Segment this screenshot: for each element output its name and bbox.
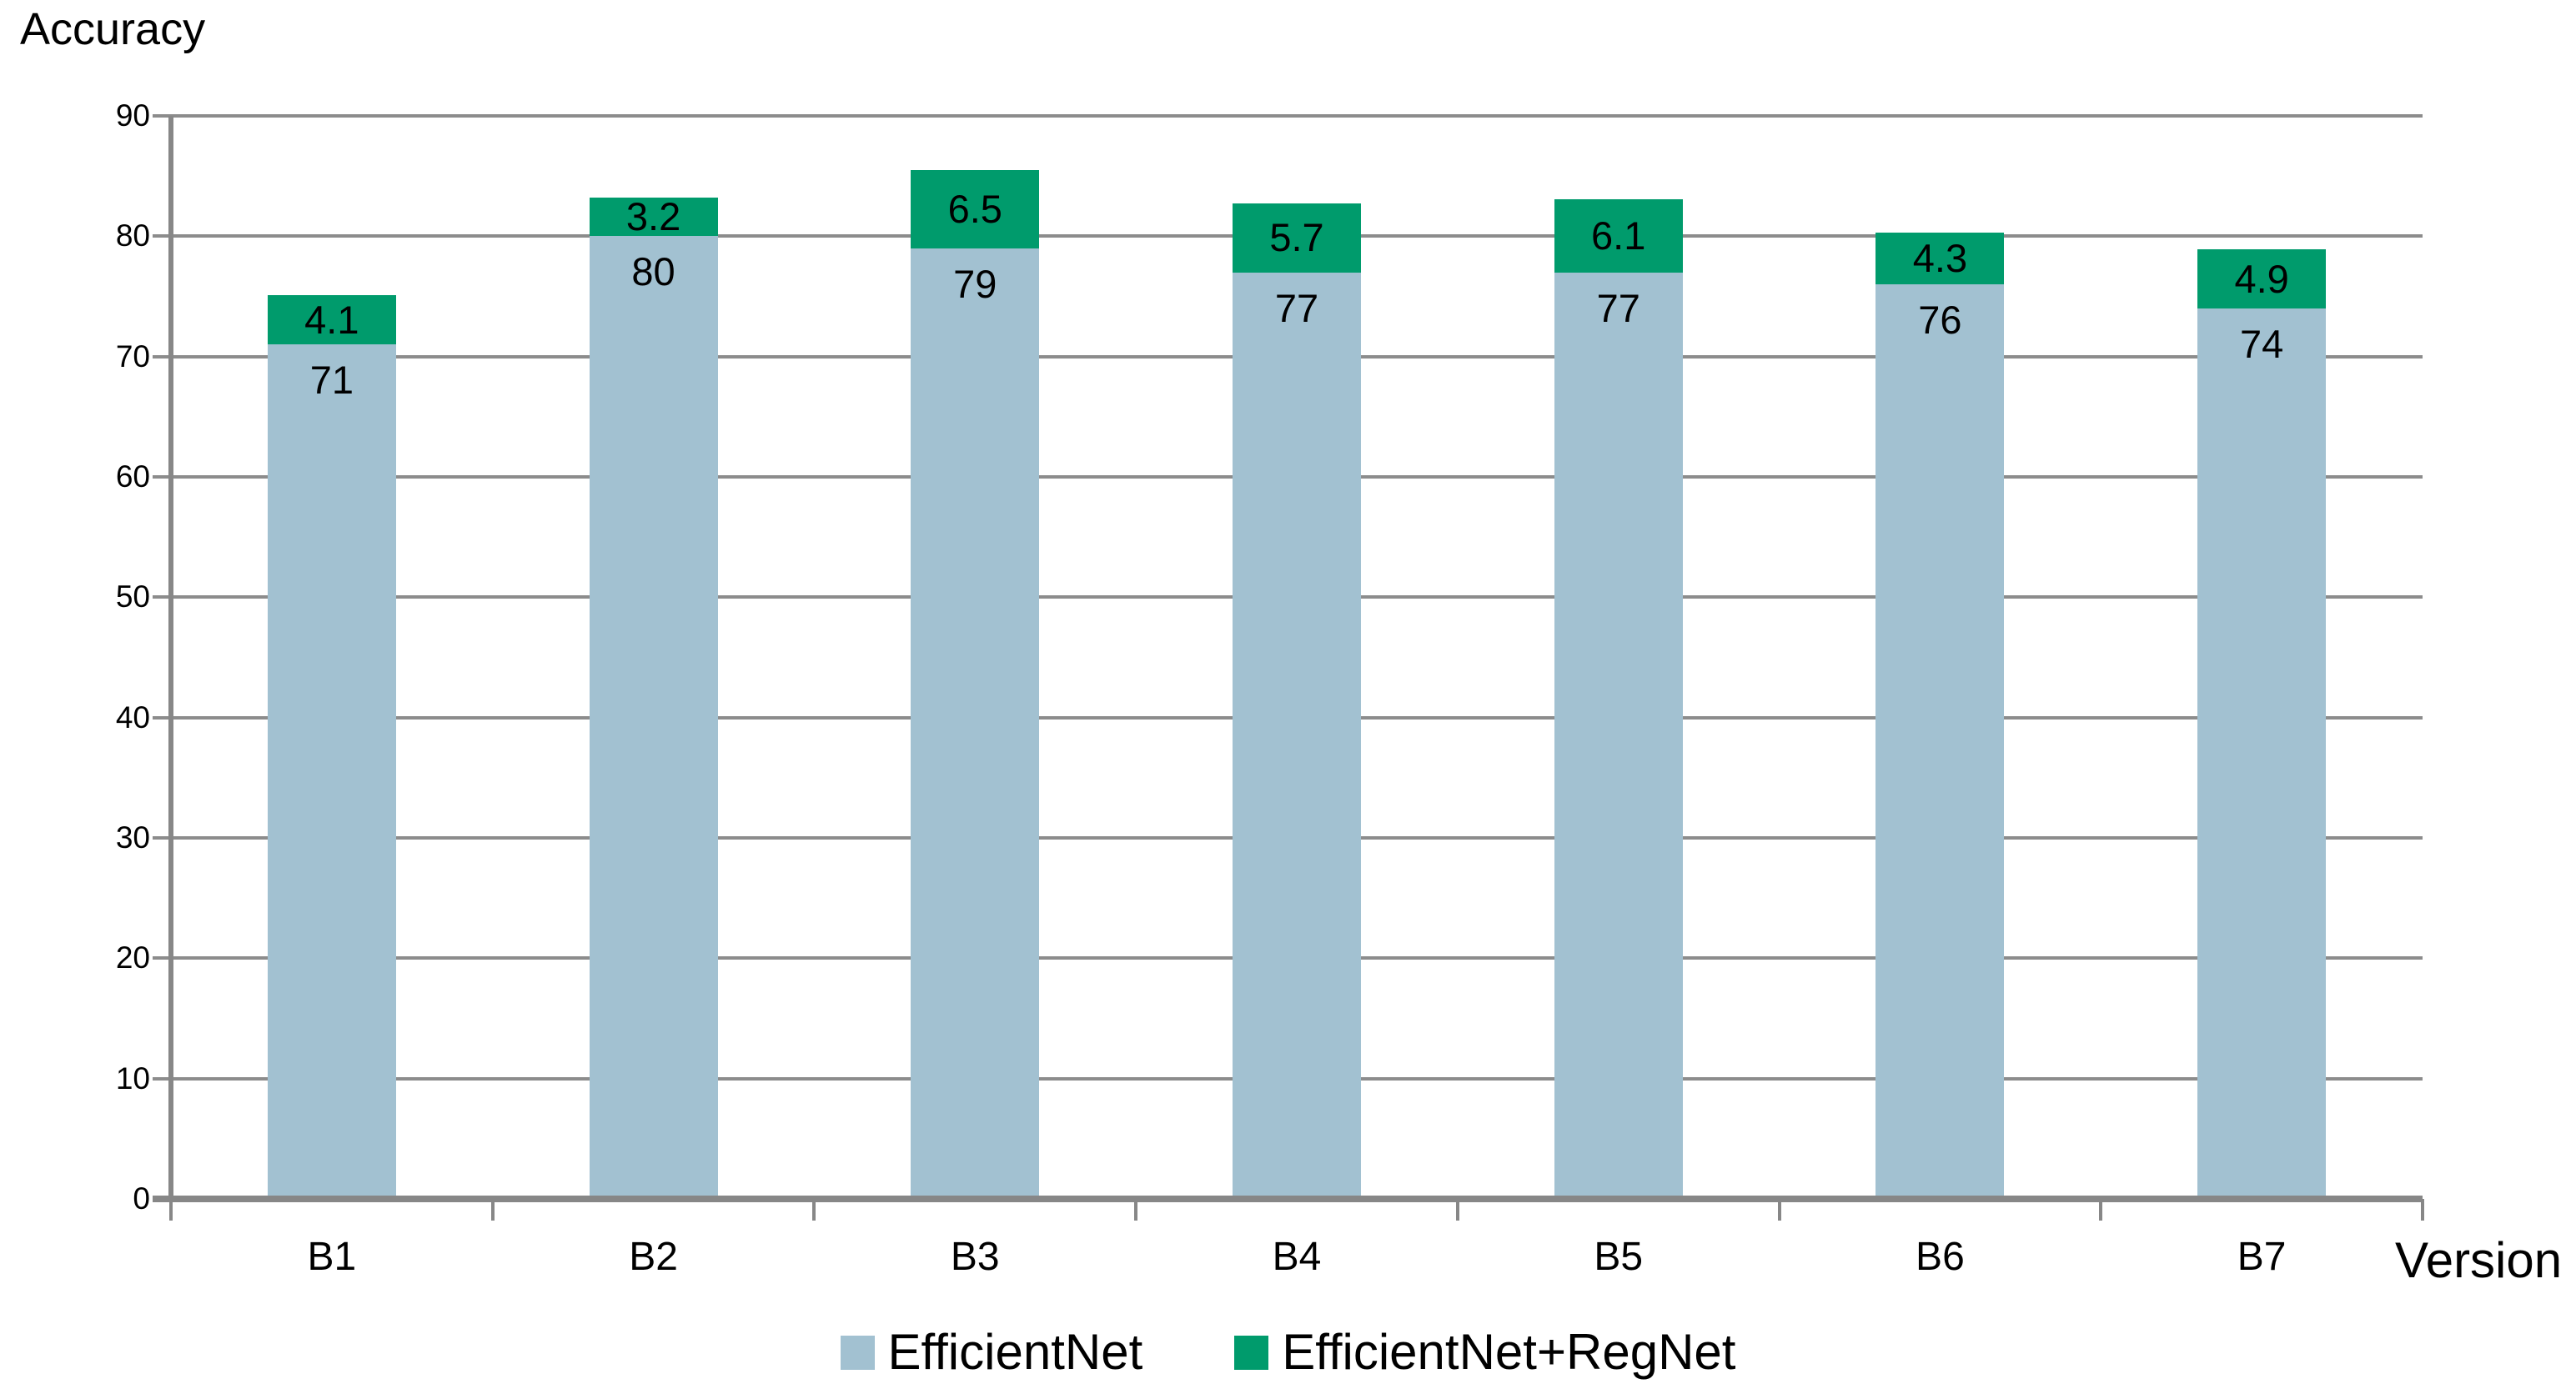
y-tick-label-40: 40 — [115, 700, 150, 735]
bar-b6-efficientnet — [1876, 284, 2005, 1199]
legend-label-efficientnet-regnet: EfficientNet+RegNet — [1282, 1324, 1736, 1380]
x-tick-mark-4 — [1455, 1199, 1459, 1221]
bar-b7-efficientnet — [2197, 308, 2327, 1199]
x-tick-mark-7 — [2421, 1199, 2424, 1221]
y-tick-label-0: 0 — [133, 1181, 150, 1216]
bar-label-b7-efficientnet-regnet: 4.9 — [2234, 256, 2289, 301]
x-axis-line — [153, 1196, 2423, 1202]
legend-item-efficientnet-regnet: EfficientNet+RegNet — [1234, 1324, 1735, 1381]
bar-label-b1-efficientnet-regnet: 4.1 — [304, 297, 359, 342]
bar-b4-efficientnet-regnet — [1233, 203, 1361, 273]
bar-b4-efficientnet — [1233, 272, 1361, 1199]
legend-swatch-efficientnet — [840, 1335, 875, 1370]
bar-b7-efficientnet-regnet — [2197, 249, 2327, 308]
y-tick-mark-20 — [153, 956, 171, 960]
bar-label-b5-efficientnet: 77 — [1596, 285, 1640, 330]
bar-b1-efficientnet-regnet — [267, 295, 396, 345]
y-tick-mark-90 — [153, 114, 171, 118]
x-category-label-b7: B7 — [2237, 1235, 2287, 1279]
y-tick-mark-30 — [153, 836, 171, 840]
gridline-90 — [171, 114, 2423, 118]
bar-label-b4-efficientnet: 77 — [1274, 285, 1319, 330]
bar-label-b2-efficientnet-regnet: 3.2 — [625, 194, 681, 239]
y-tick-label-70: 70 — [115, 338, 150, 374]
x-tick-mark-3 — [1134, 1199, 1138, 1221]
bar-b3-efficientnet — [911, 248, 1040, 1199]
y-tick-mark-50 — [153, 595, 171, 599]
y-tick-mark-10 — [153, 1076, 171, 1081]
x-category-label-b1: B1 — [307, 1235, 357, 1279]
bar-b6-efficientnet-regnet — [1876, 233, 2005, 285]
x-category-label-b2: B2 — [629, 1235, 678, 1279]
bar-label-b3-efficientnet-regnet: 6.5 — [947, 186, 1002, 231]
y-tick-label-80: 80 — [115, 218, 150, 253]
legend-label-efficientnet: EfficientNet — [887, 1324, 1143, 1380]
bar-b2-efficientnet — [589, 236, 718, 1199]
x-category-label-b3: B3 — [950, 1235, 1000, 1279]
x-tick-mark-2 — [812, 1199, 816, 1221]
bar-label-b2-efficientnet: 80 — [631, 249, 675, 294]
bar-label-b7-efficientnet: 74 — [2240, 321, 2284, 366]
y-tick-label-10: 10 — [115, 1061, 150, 1096]
chart-title: Accuracy — [20, 4, 206, 54]
legend-item-efficientnet: EfficientNet — [840, 1324, 1143, 1381]
bar-label-b6-efficientnet-regnet: 4.3 — [1912, 236, 1968, 281]
legend: EfficientNet EfficientNet+RegNet — [0, 1324, 2576, 1381]
bar-label-b1-efficientnet: 71 — [309, 358, 354, 403]
y-tick-label-90: 90 — [115, 98, 150, 133]
bar-b1-efficientnet — [267, 344, 396, 1199]
y-tick-mark-80 — [153, 234, 171, 238]
y-axis-line — [168, 116, 173, 1202]
bar-b5-efficientnet-regnet — [1554, 198, 1683, 273]
bar-label-b6-efficientnet: 76 — [1918, 298, 1962, 343]
y-tick-label-50: 50 — [115, 579, 150, 614]
x-category-label-b4: B4 — [1272, 1235, 1322, 1279]
y-tick-mark-60 — [153, 475, 171, 479]
x-axis-title: Version — [2395, 1232, 2563, 1288]
x-category-label-b6: B6 — [1916, 1235, 1965, 1279]
bar-b2-efficientnet-regnet — [589, 198, 718, 237]
legend-swatch-efficientnet-regnet — [1234, 1335, 1269, 1370]
x-tick-mark-0 — [169, 1199, 173, 1221]
x-tick-mark-5 — [1777, 1199, 1781, 1221]
y-tick-label-30: 30 — [115, 820, 150, 855]
x-tick-mark-6 — [2099, 1199, 2103, 1221]
y-tick-label-60: 60 — [115, 459, 150, 494]
bar-label-b5-efficientnet-regnet: 6.1 — [1591, 213, 1646, 258]
y-tick-label-20: 20 — [115, 940, 150, 975]
x-category-label-b5: B5 — [1594, 1235, 1644, 1279]
y-tick-mark-70 — [153, 354, 171, 359]
x-tick-mark-1 — [490, 1199, 495, 1221]
bar-label-b4-efficientnet-regnet: 5.7 — [1269, 215, 1324, 260]
bar-b5-efficientnet — [1554, 272, 1683, 1199]
y-tick-mark-40 — [153, 715, 171, 720]
bar-label-b3-efficientnet: 79 — [953, 261, 997, 306]
bar-b3-efficientnet-regnet — [911, 169, 1040, 248]
